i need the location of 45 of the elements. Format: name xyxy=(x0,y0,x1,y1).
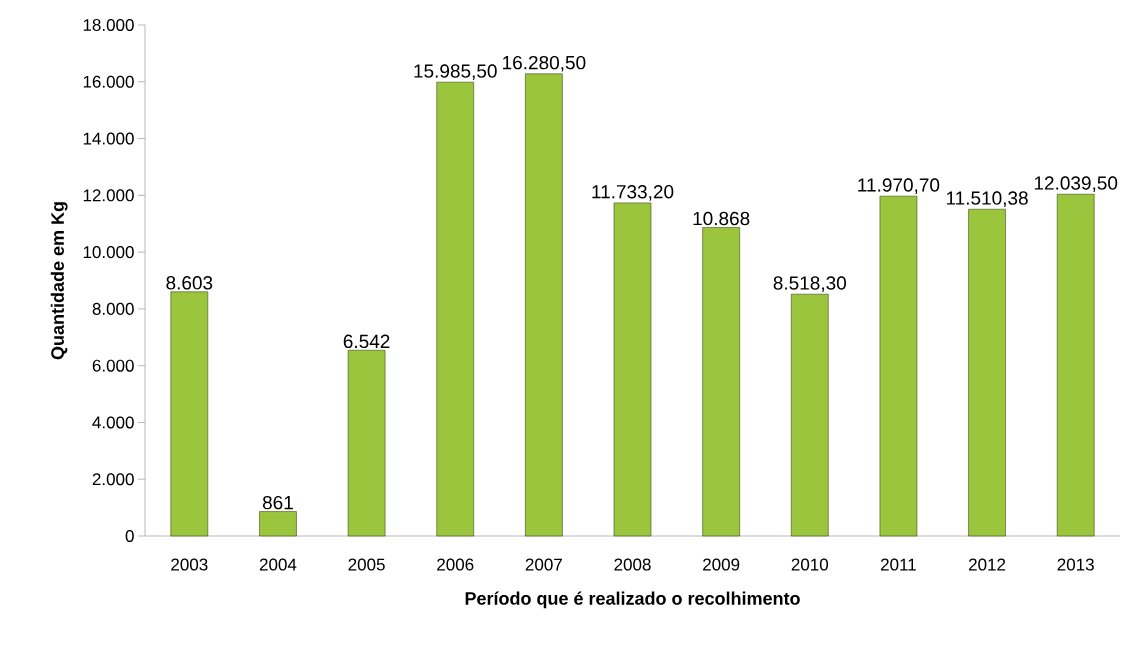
data-label: 11.510,38 xyxy=(946,191,1028,208)
y-tick-label: 14.000 xyxy=(83,132,134,145)
data-label: 10.868 xyxy=(693,211,750,226)
y-tick-label: 2.000 xyxy=(92,473,134,486)
bar xyxy=(259,511,297,537)
bar xyxy=(347,349,386,537)
data-label: 16.280,50 xyxy=(503,55,586,72)
bar xyxy=(702,227,740,537)
bar xyxy=(436,81,475,537)
data-label: 6.542 xyxy=(343,334,390,349)
bar xyxy=(613,202,652,537)
bar xyxy=(790,293,829,537)
x-tick-label: 2012 xyxy=(969,558,1006,571)
y-tick-label: 12.000 xyxy=(83,189,134,202)
x-tick-label: 2009 xyxy=(703,558,740,571)
bar xyxy=(879,195,918,537)
x-tick-label: 2010 xyxy=(791,558,829,571)
x-tick-label: 2008 xyxy=(614,558,651,571)
x-tick-label: 2006 xyxy=(437,558,474,571)
y-axis-title: Quantidade em Kg xyxy=(50,202,68,360)
bar xyxy=(968,208,1006,537)
x-tick-label: 2004 xyxy=(259,558,297,571)
y-tick-label: 18.000 xyxy=(83,18,134,32)
y-tick-label: 8.000 xyxy=(92,302,134,315)
y-tick-label: 6.000 xyxy=(92,359,134,372)
bar xyxy=(525,73,563,537)
y-tick-label: 4.000 xyxy=(92,416,134,429)
y-tick-label: 0 xyxy=(125,529,134,543)
x-tick-label: 2011 xyxy=(881,558,916,571)
y-tick-label: 16.000 xyxy=(83,75,134,88)
bar xyxy=(170,291,209,537)
y-tick-label: 10.000 xyxy=(83,246,134,259)
x-tick-label: 2005 xyxy=(348,558,385,571)
data-label: 11.970,70 xyxy=(858,178,940,194)
data-label: 8.518,30 xyxy=(773,276,847,292)
bar xyxy=(1056,193,1095,537)
x-tick-label: 2007 xyxy=(525,558,562,571)
data-label: 11.733,20 xyxy=(592,185,674,201)
data-label: 861 xyxy=(262,495,293,510)
x-tick-label: 2003 xyxy=(171,558,208,571)
data-label: 12.039,50 xyxy=(1034,176,1118,193)
x-axis-title: Período que é realizado o recolhimento xyxy=(465,591,800,609)
x-tick-label: 2013 xyxy=(1057,558,1094,571)
data-label: 15.985,50 xyxy=(414,64,497,80)
data-label: 8.603 xyxy=(166,276,213,290)
